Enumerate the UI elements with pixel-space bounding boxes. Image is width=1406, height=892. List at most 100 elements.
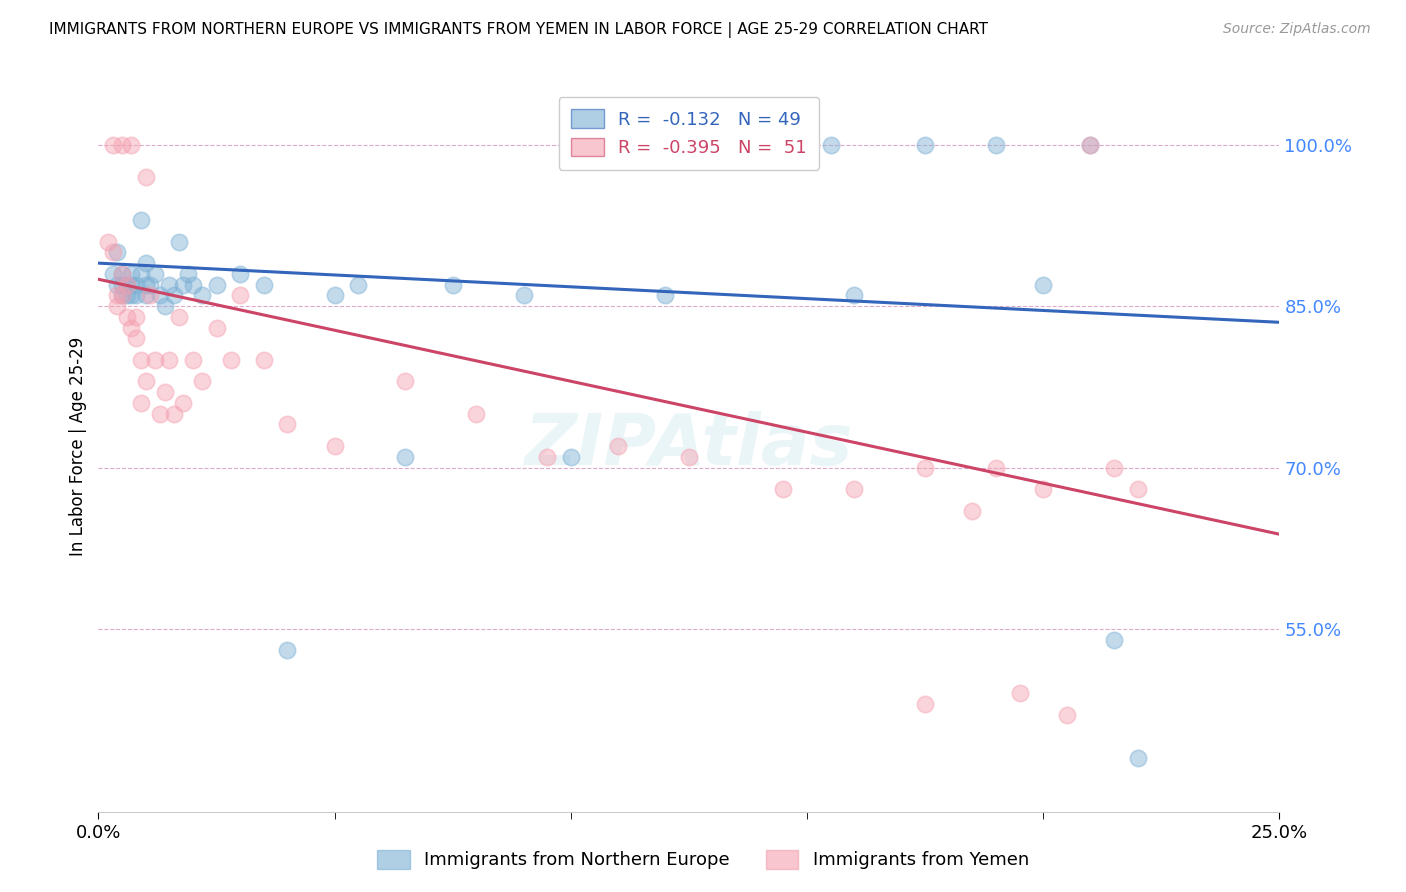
Point bbox=[1080, 137, 1102, 152]
Point bbox=[149, 407, 172, 421]
Point bbox=[115, 277, 138, 292]
Point bbox=[153, 299, 176, 313]
Point bbox=[276, 417, 298, 432]
Point bbox=[465, 407, 488, 421]
Point bbox=[229, 267, 252, 281]
Point bbox=[129, 396, 152, 410]
Point bbox=[105, 299, 128, 313]
Point bbox=[157, 277, 180, 292]
Point bbox=[115, 310, 138, 324]
Point bbox=[441, 277, 464, 292]
Point bbox=[121, 267, 143, 281]
Point bbox=[121, 277, 143, 292]
Point bbox=[111, 137, 134, 152]
Point bbox=[125, 331, 148, 345]
Point bbox=[129, 213, 152, 227]
Text: Source: ZipAtlas.com: Source: ZipAtlas.com bbox=[1223, 22, 1371, 37]
Text: IMMIGRANTS FROM NORTHERN EUROPE VS IMMIGRANTS FROM YEMEN IN LABOR FORCE | AGE 25: IMMIGRANTS FROM NORTHERN EUROPE VS IMMIG… bbox=[49, 22, 988, 38]
Point bbox=[1126, 482, 1149, 496]
Point bbox=[607, 439, 630, 453]
Point bbox=[149, 288, 172, 302]
Legend: R =  -0.132   N = 49, R =  -0.395   N =  51: R = -0.132 N = 49, R = -0.395 N = 51 bbox=[558, 96, 820, 169]
Point bbox=[111, 288, 134, 302]
Point bbox=[157, 353, 180, 368]
Point bbox=[139, 288, 162, 302]
Point bbox=[125, 288, 148, 302]
Point bbox=[191, 375, 214, 389]
Point bbox=[1032, 482, 1054, 496]
Point bbox=[560, 450, 582, 464]
Point bbox=[772, 482, 794, 496]
Point bbox=[394, 450, 416, 464]
Point bbox=[121, 288, 143, 302]
Point bbox=[536, 450, 558, 464]
Point bbox=[111, 267, 134, 281]
Point bbox=[121, 320, 143, 334]
Point bbox=[678, 450, 700, 464]
Point bbox=[143, 353, 166, 368]
Point bbox=[725, 137, 748, 152]
Point bbox=[181, 353, 204, 368]
Point bbox=[172, 277, 194, 292]
Point bbox=[820, 137, 842, 152]
Point bbox=[323, 288, 346, 302]
Point bbox=[191, 288, 214, 302]
Point bbox=[1102, 632, 1125, 647]
Point bbox=[101, 267, 124, 281]
Point bbox=[163, 407, 186, 421]
Point bbox=[135, 288, 157, 302]
Point bbox=[177, 267, 200, 281]
Point bbox=[276, 643, 298, 657]
Point bbox=[1126, 751, 1149, 765]
Point bbox=[143, 267, 166, 281]
Point bbox=[111, 277, 134, 292]
Point bbox=[347, 277, 370, 292]
Point bbox=[962, 503, 984, 517]
Y-axis label: In Labor Force | Age 25-29: In Labor Force | Age 25-29 bbox=[69, 336, 87, 556]
Point bbox=[229, 288, 252, 302]
Point bbox=[205, 320, 228, 334]
Point bbox=[984, 137, 1007, 152]
Point bbox=[181, 277, 204, 292]
Point bbox=[167, 235, 190, 249]
Point bbox=[323, 439, 346, 453]
Point bbox=[512, 288, 534, 302]
Point bbox=[1008, 686, 1031, 700]
Point bbox=[121, 137, 143, 152]
Point bbox=[111, 267, 134, 281]
Point bbox=[125, 277, 148, 292]
Point bbox=[105, 245, 128, 260]
Point bbox=[172, 396, 194, 410]
Point bbox=[219, 353, 242, 368]
Point bbox=[1032, 277, 1054, 292]
Point bbox=[115, 277, 138, 292]
Point bbox=[115, 288, 138, 302]
Point bbox=[139, 277, 162, 292]
Text: ZIPAtlas: ZIPAtlas bbox=[524, 411, 853, 481]
Point bbox=[129, 353, 152, 368]
Point bbox=[153, 385, 176, 400]
Point bbox=[1080, 137, 1102, 152]
Point bbox=[105, 277, 128, 292]
Point bbox=[125, 310, 148, 324]
Point bbox=[135, 256, 157, 270]
Legend: Immigrants from Northern Europe, Immigrants from Yemen: Immigrants from Northern Europe, Immigra… bbox=[368, 841, 1038, 879]
Point bbox=[205, 277, 228, 292]
Point bbox=[253, 277, 276, 292]
Point bbox=[1056, 707, 1078, 722]
Point bbox=[844, 482, 866, 496]
Point bbox=[984, 460, 1007, 475]
Point bbox=[101, 245, 124, 260]
Point bbox=[111, 288, 134, 302]
Point bbox=[129, 267, 152, 281]
Point bbox=[167, 310, 190, 324]
Point bbox=[135, 170, 157, 185]
Point bbox=[101, 137, 124, 152]
Point bbox=[914, 137, 936, 152]
Point bbox=[135, 277, 157, 292]
Point bbox=[97, 235, 120, 249]
Point bbox=[105, 288, 128, 302]
Point bbox=[914, 460, 936, 475]
Point bbox=[844, 288, 866, 302]
Point bbox=[1102, 460, 1125, 475]
